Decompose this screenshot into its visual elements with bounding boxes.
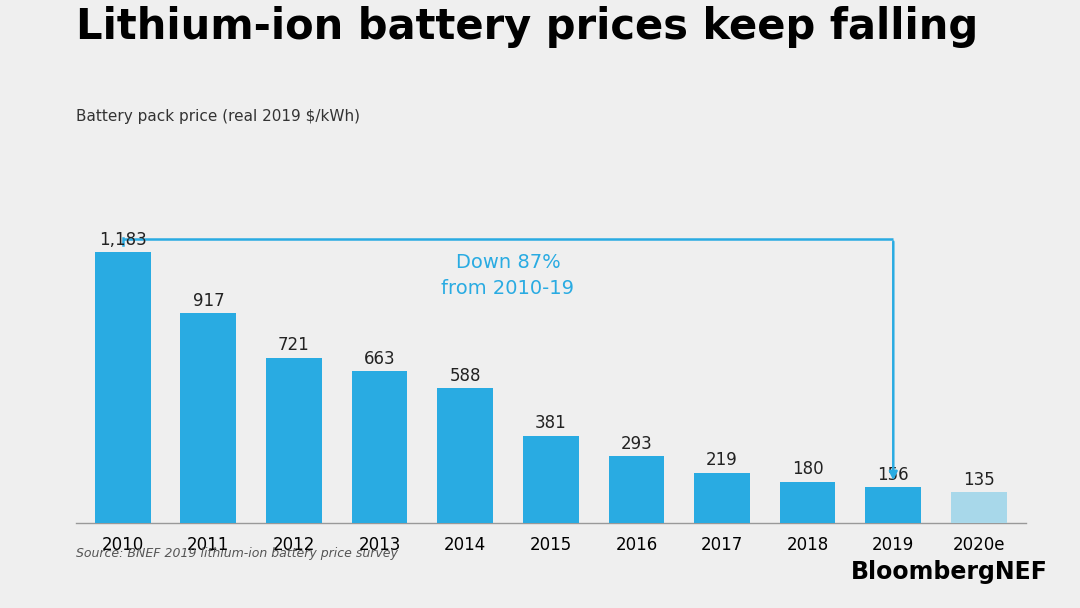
Text: 156: 156 — [877, 466, 909, 484]
Text: Battery pack price (real 2019 $/kWh): Battery pack price (real 2019 $/kWh) — [76, 109, 360, 125]
Text: 219: 219 — [706, 452, 738, 469]
Text: 293: 293 — [621, 435, 652, 452]
Text: Lithium-ion battery prices keep falling: Lithium-ion battery prices keep falling — [76, 6, 977, 48]
Text: BloombergNEF: BloombergNEF — [851, 560, 1048, 584]
Bar — [780, 482, 836, 523]
Bar — [951, 492, 1007, 523]
Bar — [180, 313, 237, 523]
Bar — [437, 388, 492, 523]
Text: Down 87%
from 2010-19: Down 87% from 2010-19 — [442, 252, 575, 298]
Text: 588: 588 — [449, 367, 481, 385]
Bar — [352, 371, 407, 523]
Text: Source: BNEF 2019 lithium-ion battery price survey: Source: BNEF 2019 lithium-ion battery pr… — [76, 547, 397, 560]
Bar — [694, 472, 750, 523]
Text: 180: 180 — [792, 460, 823, 478]
Bar — [865, 487, 921, 523]
Text: 917: 917 — [192, 292, 225, 309]
Text: 1,183: 1,183 — [98, 230, 147, 249]
Text: 721: 721 — [278, 336, 310, 354]
Bar — [523, 435, 579, 523]
Text: 135: 135 — [963, 471, 995, 489]
Bar — [609, 456, 664, 523]
Text: 663: 663 — [364, 350, 395, 368]
Bar — [95, 252, 150, 523]
Bar — [266, 358, 322, 523]
Text: 381: 381 — [535, 415, 567, 432]
